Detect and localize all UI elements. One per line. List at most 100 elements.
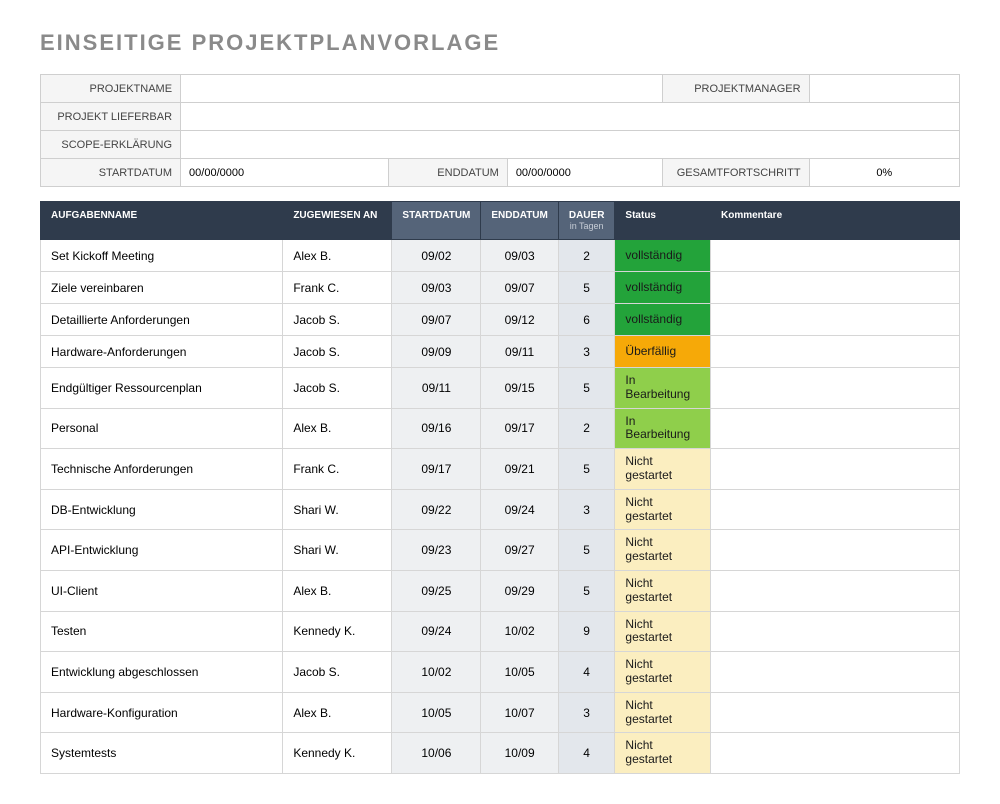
cell-duration[interactable]: 4 xyxy=(558,652,615,693)
value-end-date[interactable]: 00/00/0000 xyxy=(507,159,663,187)
cell-task-name[interactable]: DB-Entwicklung xyxy=(41,489,283,530)
value-scope[interactable] xyxy=(181,131,960,159)
cell-status[interactable]: vollständig xyxy=(615,304,711,336)
cell-end-date[interactable]: 10/02 xyxy=(481,611,558,652)
value-project-manager[interactable] xyxy=(809,75,959,103)
cell-duration[interactable]: 4 xyxy=(558,733,615,774)
cell-status[interactable]: In Bearbeitung xyxy=(615,408,711,449)
cell-status[interactable]: Nicht gestartet xyxy=(615,449,711,490)
cell-task-name[interactable]: Detaillierte Anforderungen xyxy=(41,304,283,336)
cell-status[interactable]: Nicht gestartet xyxy=(615,530,711,571)
cell-task-name[interactable]: Personal xyxy=(41,408,283,449)
cell-end-date[interactable]: 09/17 xyxy=(481,408,558,449)
cell-comment[interactable] xyxy=(711,304,960,336)
cell-duration[interactable]: 6 xyxy=(558,304,615,336)
cell-status[interactable]: Nicht gestartet xyxy=(615,652,711,693)
cell-assignee[interactable]: Alex B. xyxy=(283,570,392,611)
cell-assignee[interactable]: Alex B. xyxy=(283,240,392,272)
cell-task-name[interactable]: API-Entwicklung xyxy=(41,530,283,571)
cell-assignee[interactable]: Kennedy K. xyxy=(283,733,392,774)
cell-start-date[interactable]: 10/05 xyxy=(392,692,481,733)
cell-assignee[interactable]: Kennedy K. xyxy=(283,611,392,652)
cell-comment[interactable] xyxy=(711,692,960,733)
cell-task-name[interactable]: Ziele vereinbaren xyxy=(41,272,283,304)
cell-comment[interactable] xyxy=(711,611,960,652)
cell-start-date[interactable]: 09/23 xyxy=(392,530,481,571)
cell-task-name[interactable]: UI-Client xyxy=(41,570,283,611)
cell-status[interactable]: vollständig xyxy=(615,240,711,272)
cell-assignee[interactable]: Alex B. xyxy=(283,692,392,733)
cell-start-date[interactable]: 09/03 xyxy=(392,272,481,304)
cell-comment[interactable] xyxy=(711,733,960,774)
cell-task-name[interactable]: Systemtests xyxy=(41,733,283,774)
cell-duration[interactable]: 3 xyxy=(558,336,615,368)
cell-comment[interactable] xyxy=(711,272,960,304)
cell-status[interactable]: Nicht gestartet xyxy=(615,692,711,733)
cell-end-date[interactable]: 10/05 xyxy=(481,652,558,693)
cell-comment[interactable] xyxy=(711,368,960,409)
cell-status[interactable]: Nicht gestartet xyxy=(615,489,711,530)
cell-start-date[interactable]: 09/25 xyxy=(392,570,481,611)
cell-task-name[interactable]: Testen xyxy=(41,611,283,652)
cell-end-date[interactable]: 09/07 xyxy=(481,272,558,304)
cell-end-date[interactable]: 10/09 xyxy=(481,733,558,774)
cell-duration[interactable]: 3 xyxy=(558,489,615,530)
cell-end-date[interactable]: 09/29 xyxy=(481,570,558,611)
cell-duration[interactable]: 3 xyxy=(558,692,615,733)
cell-duration[interactable]: 5 xyxy=(558,530,615,571)
cell-duration[interactable]: 5 xyxy=(558,570,615,611)
cell-status[interactable]: Nicht gestartet xyxy=(615,570,711,611)
cell-task-name[interactable]: Hardware-Konfiguration xyxy=(41,692,283,733)
cell-end-date[interactable]: 10/07 xyxy=(481,692,558,733)
value-deliverable[interactable] xyxy=(181,103,960,131)
cell-status[interactable]: Nicht gestartet xyxy=(615,733,711,774)
cell-start-date[interactable]: 09/02 xyxy=(392,240,481,272)
cell-task-name[interactable]: Entwicklung abgeschlossen xyxy=(41,652,283,693)
cell-duration[interactable]: 5 xyxy=(558,449,615,490)
cell-start-date[interactable]: 10/02 xyxy=(392,652,481,693)
cell-status[interactable]: vollständig xyxy=(615,272,711,304)
cell-comment[interactable] xyxy=(711,489,960,530)
cell-duration[interactable]: 2 xyxy=(558,408,615,449)
cell-duration[interactable]: 2 xyxy=(558,240,615,272)
cell-start-date[interactable]: 09/22 xyxy=(392,489,481,530)
cell-assignee[interactable]: Alex B. xyxy=(283,408,392,449)
cell-task-name[interactable]: Hardware-Anforderungen xyxy=(41,336,283,368)
cell-end-date[interactable]: 09/24 xyxy=(481,489,558,530)
cell-end-date[interactable]: 09/27 xyxy=(481,530,558,571)
cell-comment[interactable] xyxy=(711,530,960,571)
cell-comment[interactable] xyxy=(711,240,960,272)
cell-status[interactable]: Nicht gestartet xyxy=(615,611,711,652)
cell-duration[interactable]: 5 xyxy=(558,368,615,409)
cell-end-date[interactable]: 09/03 xyxy=(481,240,558,272)
cell-comment[interactable] xyxy=(711,336,960,368)
cell-start-date[interactable]: 09/17 xyxy=(392,449,481,490)
cell-duration[interactable]: 5 xyxy=(558,272,615,304)
cell-start-date[interactable]: 09/09 xyxy=(392,336,481,368)
cell-end-date[interactable]: 09/21 xyxy=(481,449,558,490)
cell-assignee[interactable]: Jacob S. xyxy=(283,336,392,368)
cell-assignee[interactable]: Frank C. xyxy=(283,272,392,304)
cell-task-name[interactable]: Endgültiger Ressourcenplan xyxy=(41,368,283,409)
cell-assignee[interactable]: Jacob S. xyxy=(283,368,392,409)
cell-start-date[interactable]: 09/07 xyxy=(392,304,481,336)
cell-task-name[interactable]: Set Kickoff Meeting xyxy=(41,240,283,272)
cell-assignee[interactable]: Shari W. xyxy=(283,530,392,571)
cell-end-date[interactable]: 09/11 xyxy=(481,336,558,368)
cell-assignee[interactable]: Shari W. xyxy=(283,489,392,530)
cell-task-name[interactable]: Technische Anforderungen xyxy=(41,449,283,490)
cell-end-date[interactable]: 09/15 xyxy=(481,368,558,409)
value-project-name[interactable] xyxy=(181,75,663,103)
cell-start-date[interactable]: 10/06 xyxy=(392,733,481,774)
cell-comment[interactable] xyxy=(711,570,960,611)
cell-start-date[interactable]: 09/16 xyxy=(392,408,481,449)
cell-comment[interactable] xyxy=(711,449,960,490)
cell-end-date[interactable]: 09/12 xyxy=(481,304,558,336)
cell-status[interactable]: Überfällig xyxy=(615,336,711,368)
value-start-date[interactable]: 00/00/0000 xyxy=(181,159,388,187)
cell-assignee[interactable]: Jacob S. xyxy=(283,652,392,693)
cell-assignee[interactable]: Jacob S. xyxy=(283,304,392,336)
cell-start-date[interactable]: 09/24 xyxy=(392,611,481,652)
cell-status[interactable]: In Bearbeitung xyxy=(615,368,711,409)
cell-duration[interactable]: 9 xyxy=(558,611,615,652)
